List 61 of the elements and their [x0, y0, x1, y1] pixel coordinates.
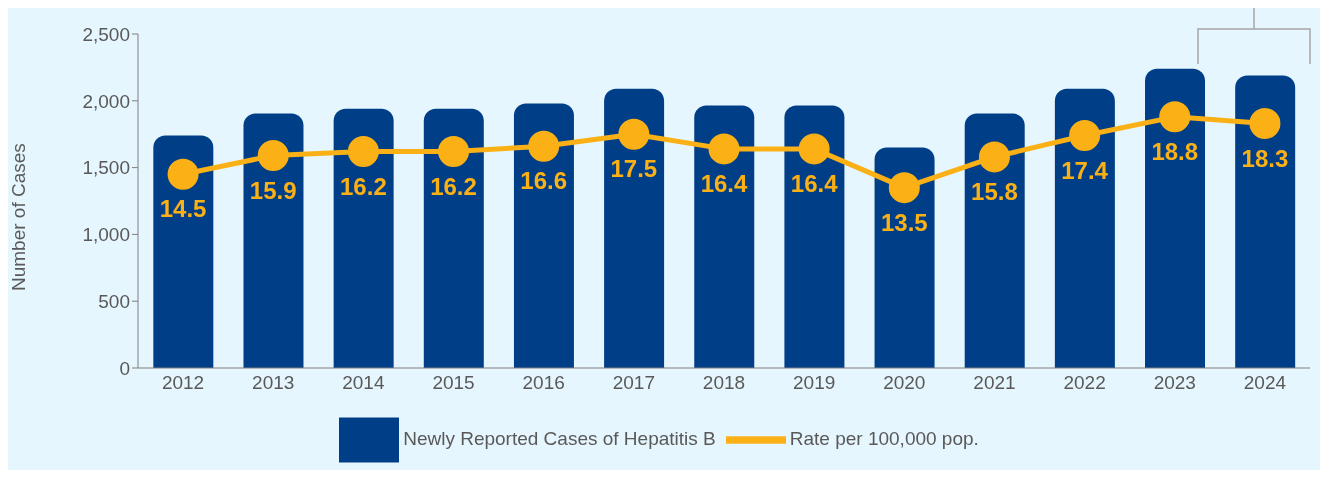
data-label: 16.4: [790, 169, 839, 197]
bar: [243, 113, 304, 368]
data-label: 14.5: [159, 195, 207, 223]
x-tick-label: 2021: [973, 372, 1016, 394]
point: [618, 118, 650, 150]
x-tick-label: 2020: [883, 372, 926, 394]
bar: [333, 108, 394, 368]
point: [167, 158, 199, 190]
x-tick-label: 2016: [522, 372, 565, 394]
point: [1249, 108, 1281, 140]
x-tick-label: 2013: [252, 372, 295, 394]
legend-label: Newly Reported Cases of Hepatitis B: [403, 428, 716, 450]
y-tick-label: 2,000: [82, 90, 130, 112]
y-tick-label: 1,000: [82, 224, 130, 246]
bar: [874, 147, 935, 368]
x-tick-label: 2024: [1243, 372, 1287, 394]
bar: [423, 108, 484, 368]
bar: [694, 105, 755, 368]
point: [528, 130, 560, 162]
x-tick-label: 2012: [161, 372, 205, 394]
bar: [604, 88, 665, 368]
data-label: 17.4: [1061, 156, 1109, 184]
y-tick-label: 0: [119, 357, 130, 379]
point: [798, 133, 830, 165]
x-tick-label: 2022: [1063, 372, 1106, 394]
point: [1159, 101, 1191, 133]
bar: [1145, 68, 1206, 368]
bar: [784, 105, 845, 368]
bar: [153, 135, 214, 368]
x-tick-label: 2015: [432, 372, 475, 394]
x-tick-label: 2023: [1153, 372, 1196, 394]
x-tick-label: 2014: [342, 372, 385, 394]
point: [1069, 120, 1101, 152]
point: [708, 133, 740, 165]
point: [978, 141, 1010, 173]
bar: [513, 103, 574, 368]
data-label: 16.2: [340, 172, 387, 200]
data-label: 16.2: [430, 172, 477, 200]
bar: [964, 113, 1025, 368]
data-label: 17.5: [610, 155, 658, 183]
data-label: 18.8: [1151, 137, 1199, 165]
point: [257, 140, 289, 172]
point: [347, 136, 379, 168]
bar: [1235, 75, 1296, 368]
point: [438, 136, 470, 168]
legend-label: Rate per 100,000 pop.: [789, 428, 979, 450]
y-tick-label: 2,500: [82, 23, 130, 45]
data-label: 16.4: [700, 169, 748, 197]
y-tick-label: 1,500: [82, 157, 130, 179]
data-label: 15.9: [249, 176, 297, 204]
y-axis-title: Number of Cases: [7, 143, 29, 291]
x-tick-label: 2018: [702, 372, 746, 394]
data-label: 13.5: [880, 208, 928, 236]
y-tick-label: 500: [98, 290, 130, 312]
point: [888, 172, 920, 204]
x-tick-label: 2017: [612, 372, 655, 394]
data-label: 16.6: [520, 167, 568, 195]
data-label: 15.8: [971, 177, 1018, 205]
x-tick-label: 2019: [793, 372, 836, 394]
data-label: 18.3: [1241, 144, 1289, 172]
bar: [1054, 88, 1115, 368]
